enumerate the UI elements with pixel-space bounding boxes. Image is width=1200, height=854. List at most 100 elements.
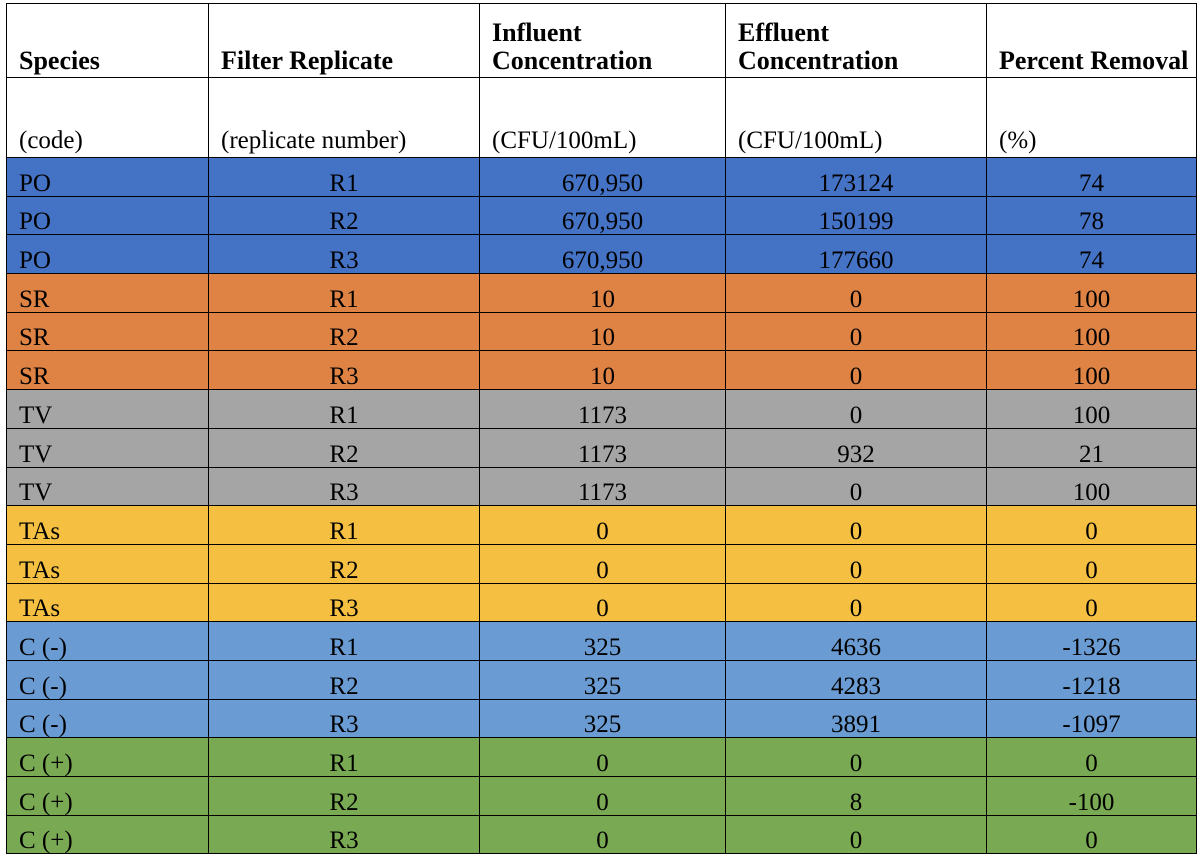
units-row: (code) (replicate number) (CFU/100mL) (C… <box>6 77 1197 158</box>
cell-influent: 0 <box>479 814 726 854</box>
table-row: C (-) R2 325 4283 -1218 <box>6 659 1197 700</box>
cell-replicate: R3 <box>208 466 480 507</box>
removal-table: Species Filter Replicate Influent Concen… <box>6 3 1197 854</box>
cell-replicate: R1 <box>208 389 480 429</box>
table-row: TV R2 1173 932 21 <box>6 427 1197 468</box>
cell-effluent: 0 <box>725 273 987 313</box>
cell-percent-removal: 0 <box>986 737 1197 777</box>
table-row: TAs R1 0 0 0 <box>6 505 1197 545</box>
cell-effluent: 0 <box>725 350 987 391</box>
cell-influent: 0 <box>479 543 726 584</box>
cell-species: C (-) <box>6 621 209 661</box>
header-influent-concentration: Influent Concentration <box>479 3 726 78</box>
unit-percent-removal: (%) <box>986 77 1197 158</box>
cell-species: TV <box>6 389 209 429</box>
table-header: Species Filter Replicate Influent Concen… <box>6 3 1197 158</box>
cell-species: TAs <box>6 543 209 584</box>
cell-species: C (-) <box>6 659 209 700</box>
cell-effluent: 4636 <box>725 621 987 661</box>
cell-influent: 670,950 <box>479 234 726 275</box>
cell-effluent: 4283 <box>725 659 987 700</box>
cell-influent: 0 <box>479 737 726 777</box>
table-row: C (-) R1 325 4636 -1326 <box>6 621 1197 661</box>
header-percent-removal: Percent Removal <box>986 3 1197 78</box>
cell-replicate: R2 <box>208 311 480 352</box>
cell-effluent: 3891 <box>725 698 987 739</box>
cell-effluent: 0 <box>725 389 987 429</box>
table-row: C (-) R3 325 3891 -1097 <box>6 698 1197 739</box>
cell-effluent: 0 <box>725 737 987 777</box>
cell-effluent: 0 <box>725 505 987 545</box>
cell-replicate: R3 <box>208 698 480 739</box>
cell-species: SR <box>6 350 209 391</box>
cell-species: SR <box>6 273 209 313</box>
table-row: SR R3 10 0 100 <box>6 350 1197 391</box>
cell-effluent: 0 <box>725 814 987 854</box>
table-row: PO R3 670,950 177660 74 <box>6 234 1197 275</box>
cell-percent-removal: 100 <box>986 350 1197 391</box>
cell-replicate: R1 <box>208 273 480 313</box>
cell-effluent: 0 <box>725 543 987 584</box>
cell-replicate: R2 <box>208 659 480 700</box>
cell-percent-removal: 100 <box>986 311 1197 352</box>
table-row: C (+) R3 0 0 0 <box>6 814 1197 854</box>
cell-percent-removal: 100 <box>986 389 1197 429</box>
cell-replicate: R1 <box>208 157 480 197</box>
cell-replicate: R2 <box>208 195 480 236</box>
cell-percent-removal: 74 <box>986 234 1197 275</box>
cell-percent-removal: 78 <box>986 195 1197 236</box>
header-filter-replicate: Filter Replicate <box>208 3 480 78</box>
cell-influent: 325 <box>479 659 726 700</box>
cell-species: C (+) <box>6 814 209 854</box>
cell-influent: 325 <box>479 621 726 661</box>
cell-replicate: R2 <box>208 776 480 816</box>
header-species: Species <box>6 3 209 78</box>
cell-effluent: 932 <box>725 427 987 468</box>
cell-influent: 0 <box>479 582 726 623</box>
cell-influent: 0 <box>479 505 726 545</box>
cell-species: PO <box>6 157 209 197</box>
cell-species: PO <box>6 234 209 275</box>
cell-species: SR <box>6 311 209 352</box>
table-row: C (+) R2 0 8 -100 <box>6 776 1197 816</box>
cell-replicate: R3 <box>208 350 480 391</box>
cell-percent-removal: 74 <box>986 157 1197 197</box>
table-row: PO R2 670,950 150199 78 <box>6 195 1197 236</box>
cell-species: TAs <box>6 505 209 545</box>
cell-percent-removal: -1097 <box>986 698 1197 739</box>
cell-percent-removal: -1326 <box>986 621 1197 661</box>
table-row: TAs R2 0 0 0 <box>6 543 1197 584</box>
cell-replicate: R2 <box>208 543 480 584</box>
cell-effluent: 150199 <box>725 195 987 236</box>
table-row: TV R3 1173 0 100 <box>6 466 1197 507</box>
cell-percent-removal: 100 <box>986 466 1197 507</box>
cell-replicate: R1 <box>208 737 480 777</box>
cell-effluent: 0 <box>725 582 987 623</box>
cell-influent: 1173 <box>479 466 726 507</box>
cell-replicate: R3 <box>208 234 480 275</box>
cell-effluent: 0 <box>725 466 987 507</box>
cell-percent-removal: 0 <box>986 582 1197 623</box>
cell-species: C (+) <box>6 776 209 816</box>
unit-filter-replicate: (replicate number) <box>208 77 480 158</box>
cell-influent: 0 <box>479 776 726 816</box>
cell-influent: 670,950 <box>479 157 726 197</box>
unit-effluent-concentration: (CFU/100mL) <box>725 77 987 158</box>
cell-influent: 1173 <box>479 427 726 468</box>
unit-species: (code) <box>6 77 209 158</box>
table-row: PO R1 670,950 173124 74 <box>6 157 1197 197</box>
cell-influent: 1173 <box>479 389 726 429</box>
cell-species: TV <box>6 466 209 507</box>
cell-replicate: R1 <box>208 505 480 545</box>
cell-replicate: R3 <box>208 814 480 854</box>
cell-replicate: R3 <box>208 582 480 623</box>
cell-species: C (+) <box>6 737 209 777</box>
cell-influent: 325 <box>479 698 726 739</box>
table-row: SR R2 10 0 100 <box>6 311 1197 352</box>
cell-percent-removal: 0 <box>986 505 1197 545</box>
header-effluent-concentration: Effluent Concentration <box>725 3 987 78</box>
cell-percent-removal: -100 <box>986 776 1197 816</box>
cell-replicate: R1 <box>208 621 480 661</box>
cell-replicate: R2 <box>208 427 480 468</box>
unit-influent-concentration: (CFU/100mL) <box>479 77 726 158</box>
